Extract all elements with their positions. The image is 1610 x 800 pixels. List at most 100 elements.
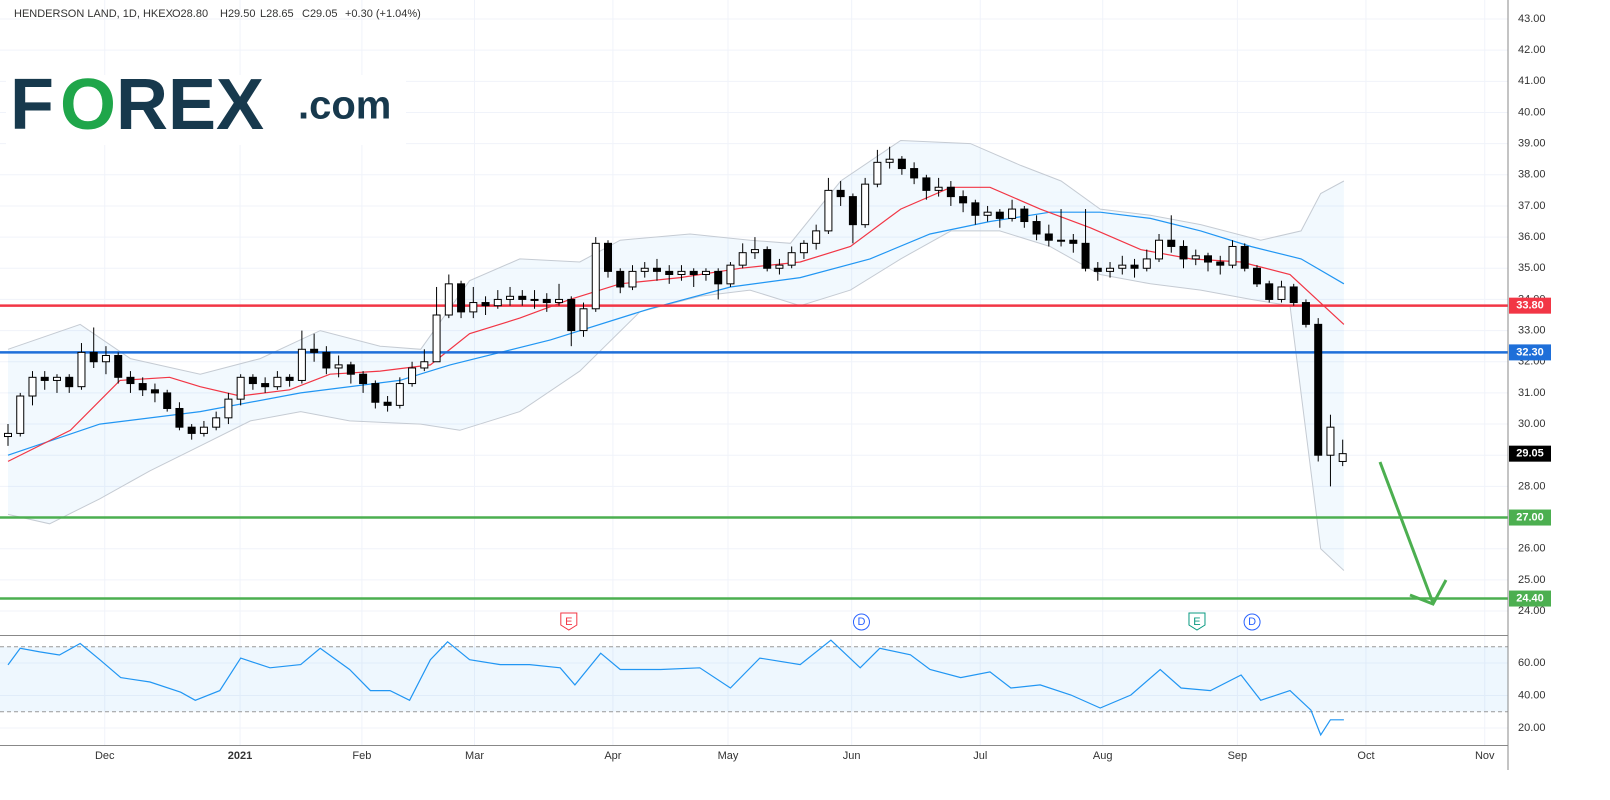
candle-body: [395, 383, 404, 406]
candle-body: [383, 401, 392, 406]
last-price-label: 29.05: [1516, 448, 1544, 460]
x-tick-label: Feb: [352, 750, 371, 762]
rsi-line: [7, 639, 1344, 737]
candle-body: [542, 298, 551, 304]
logo-bg: [6, 75, 406, 145]
candle-body: [1106, 267, 1115, 272]
level-label: 27.00: [1516, 511, 1544, 523]
candle-body: [138, 383, 147, 391]
candle-body: [236, 376, 245, 400]
candle-body: [1265, 283, 1274, 300]
candle-body: [297, 348, 306, 381]
candle-body: [40, 376, 49, 381]
candle-body: [77, 351, 86, 388]
candle-body: [616, 270, 625, 288]
x-tick-label: Sep: [1228, 750, 1248, 762]
candle-body: [861, 183, 870, 226]
y-tick-label: 33.00: [1518, 324, 1546, 336]
symbol: HENDERSON LAND, 1D, HKEX: [14, 8, 174, 20]
candle-body: [101, 355, 110, 363]
y-tick-label: 40.00: [1518, 106, 1546, 118]
level-label: 33.80: [1516, 300, 1544, 312]
level-tag: [1509, 344, 1551, 361]
y-tick-label: 35.00: [1518, 262, 1546, 274]
candle-body: [346, 364, 355, 375]
candle-body: [126, 376, 135, 385]
rsi-band: [0, 646, 1508, 712]
candle-body: [224, 398, 233, 419]
candle-body: [114, 355, 123, 378]
arrow-shaft: [1378, 461, 1435, 604]
candle-body: [481, 302, 490, 307]
candle-body: [799, 242, 808, 254]
ohlc-high: H29.50: [220, 8, 255, 20]
candle-body: [506, 295, 515, 300]
candle-body: [273, 376, 282, 388]
candle-body: [836, 189, 845, 198]
event-marker: [560, 612, 578, 631]
x-tick-label: Mar: [465, 750, 484, 762]
candle-body: [1191, 255, 1200, 260]
candle-body: [1057, 239, 1066, 242]
candle-body: [946, 186, 955, 198]
candle-body: [1118, 264, 1127, 269]
candle-body: [212, 417, 221, 428]
candle-body: [493, 298, 502, 307]
candle-body: [1081, 242, 1090, 269]
x-tick-label: Aug: [1093, 750, 1113, 762]
band-upper: [7, 139, 1345, 375]
event-marker: [1243, 613, 1261, 631]
candle-body: [420, 361, 429, 369]
candle-body: [750, 249, 759, 254]
forecast-arrow: [1378, 461, 1448, 606]
level-tag: [1509, 590, 1551, 607]
candle-body: [248, 376, 257, 385]
y-tick-label: 37.00: [1518, 200, 1546, 212]
logo-com: .com: [298, 84, 391, 128]
candle-body: [824, 189, 833, 232]
candle-body: [959, 196, 968, 204]
candle-body: [591, 242, 600, 310]
candle-body: [1240, 245, 1249, 269]
candle-body: [873, 161, 882, 185]
y-tick-label: 38.00: [1518, 169, 1546, 181]
candle-body: [689, 270, 698, 276]
ohlc-close: C29.05: [302, 8, 337, 20]
candle-body: [1008, 208, 1017, 219]
event-marker: [852, 613, 870, 631]
y-tick-label: 41.00: [1518, 75, 1546, 87]
candle-body: [1044, 233, 1053, 241]
candle-body: [812, 230, 821, 244]
ohlc-open: O28.80: [172, 8, 208, 20]
y-tick-label: 30.00: [1518, 418, 1546, 430]
candle-body: [1289, 286, 1298, 304]
candle-body: [1093, 267, 1102, 272]
event-marker: [1188, 612, 1206, 631]
y-tick-label: 40.00: [1518, 689, 1546, 701]
candle-body: [1179, 245, 1188, 260]
candle-body: [640, 267, 649, 272]
candle-body: [579, 308, 588, 332]
candle-body: [763, 249, 772, 269]
x-tick-label: May: [718, 750, 739, 762]
candle-body: [518, 295, 527, 300]
band-fill: [8, 140, 1344, 571]
candle-body: [1252, 267, 1261, 285]
grid: [0, 0, 1508, 745]
candle-body: [175, 407, 184, 428]
moving-average: [7, 211, 1345, 456]
y-tick-label: 39.00: [1518, 138, 1546, 150]
x-tick-label: Jun: [843, 750, 861, 762]
candle-body: [995, 211, 1004, 219]
y-tick-label: 36.00: [1518, 231, 1546, 243]
candle-body: [334, 364, 343, 369]
candle-body: [150, 389, 159, 394]
band-lower: [7, 230, 1345, 571]
candle-body: [322, 351, 331, 369]
candle-body: [432, 314, 441, 363]
x-tick-label: Apr: [604, 750, 621, 762]
logo: F O REX .com: [6, 65, 406, 145]
candle-body: [677, 270, 686, 276]
candle-body: [1167, 239, 1176, 247]
